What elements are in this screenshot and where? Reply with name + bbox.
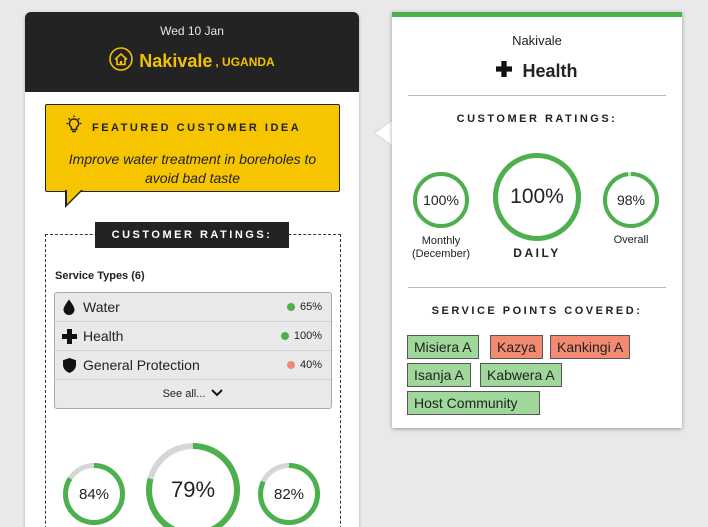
health-cross-icon bbox=[61, 328, 77, 344]
gauge-ring bbox=[493, 153, 581, 241]
detail-location: Nakivale bbox=[512, 33, 562, 48]
card-pointer bbox=[375, 120, 393, 146]
service-type-name: Water bbox=[83, 299, 120, 315]
service-point-tag[interactable]: Misiera A bbox=[407, 335, 479, 359]
gauge-progress-arc bbox=[413, 172, 469, 228]
detail-gauge-overall: 98% bbox=[603, 172, 659, 228]
service-points-label: SERVICE POINTS COVERED: bbox=[431, 305, 643, 317]
gauge-ring bbox=[413, 172, 469, 228]
service-point-tag[interactable]: Kabwera A bbox=[480, 363, 562, 387]
gauge-value: 98% bbox=[616, 192, 646, 208]
town-name: Nakivale bbox=[139, 51, 213, 71]
service-point-tag[interactable]: Host Community bbox=[407, 391, 540, 415]
service-point-tag[interactable]: Isanja A bbox=[407, 363, 471, 387]
see-all-label: See all... bbox=[162, 388, 206, 400]
service-type-value: 100% bbox=[280, 330, 322, 342]
speech-bubble-tail-fill bbox=[66, 190, 81, 204]
service-type-name: General Protection bbox=[83, 357, 200, 373]
chevron-down-icon bbox=[211, 388, 224, 400]
rating-gauge-daily: 79% bbox=[146, 443, 240, 527]
status-dot bbox=[280, 332, 289, 340]
rating-gauge-overall: 82% bbox=[258, 463, 320, 525]
caption-line: Monthly bbox=[421, 235, 461, 247]
gauge-caption: Overall bbox=[613, 234, 649, 246]
service-point-tag[interactable]: Kazya bbox=[490, 335, 543, 359]
rating-gauge-monthly: 84% bbox=[63, 463, 125, 525]
detail-gauge-monthly: 100% bbox=[413, 172, 469, 228]
health-cross-icon bbox=[496, 61, 513, 82]
service-type-percent: 40% bbox=[299, 359, 322, 371]
service-type-name: Health bbox=[83, 328, 124, 344]
detail-ratings-label: CUSTOMER RATINGS: bbox=[456, 113, 618, 125]
gauge-progress-arc bbox=[493, 153, 581, 241]
service-types-list: Water 65% Health 100% General Protection bbox=[54, 292, 332, 409]
service-type-value: 65% bbox=[286, 301, 322, 313]
country-name: , UGANDA bbox=[215, 54, 275, 69]
gauge-progress-arc bbox=[603, 172, 659, 228]
service-type-general-protection[interactable]: General Protection 40% bbox=[55, 351, 331, 380]
lightbulb-icon bbox=[64, 115, 84, 140]
divider bbox=[408, 287, 666, 288]
divider bbox=[408, 95, 666, 96]
gauge-value: 100% bbox=[423, 192, 459, 208]
status-dot bbox=[286, 303, 295, 311]
gauge-ring bbox=[258, 463, 320, 525]
gauge-progress-arc bbox=[258, 463, 320, 525]
gauge-caption: Monthly (December) bbox=[401, 235, 481, 261]
water-drop-icon bbox=[61, 299, 77, 315]
status-dot bbox=[286, 361, 295, 369]
gauge-value: 82% bbox=[273, 485, 305, 503]
featured-idea-text: Improve water treatment in boreholes to … bbox=[68, 151, 317, 186]
shield-icon bbox=[61, 357, 77, 373]
summary-panel: Wed 10 Jan Nakivale , UGANDA bbox=[25, 12, 359, 527]
gauge-value: 79% bbox=[170, 477, 216, 502]
service-types-title: Service Types (6) bbox=[55, 270, 145, 282]
detail-gauge-daily: 100% bbox=[493, 153, 581, 241]
customer-ratings-label: CUSTOMER RATINGS: bbox=[95, 222, 289, 248]
see-all-button[interactable]: See all... bbox=[55, 380, 331, 408]
gauge-progress-arc bbox=[63, 463, 125, 525]
service-type-percent: 100% bbox=[293, 330, 322, 342]
location-title: Nakivale , UGANDA bbox=[25, 47, 359, 76]
detail-service-name: Health bbox=[522, 61, 578, 81]
gauge-ring bbox=[63, 463, 125, 525]
home-location-icon bbox=[109, 47, 134, 76]
caption-line: (December) bbox=[411, 248, 471, 260]
service-type-health[interactable]: Health 100% bbox=[55, 322, 331, 351]
gauge-value: 100% bbox=[510, 185, 564, 208]
gauge-progress-arc bbox=[146, 443, 240, 527]
detail-service-title: Health bbox=[392, 61, 682, 82]
featured-idea-title: FEATURED CUSTOMER IDEA bbox=[92, 121, 302, 134]
date-label: Wed 10 Jan bbox=[160, 24, 224, 38]
location-header: Wed 10 Jan Nakivale , UGANDA bbox=[25, 12, 359, 92]
gauge-ring bbox=[603, 172, 659, 228]
service-type-value: 40% bbox=[286, 359, 322, 371]
service-type-water[interactable]: Water 65% bbox=[55, 293, 331, 322]
gauge-caption: DAILY bbox=[513, 246, 561, 260]
gauge-ring bbox=[146, 443, 240, 527]
featured-idea-card: FEATURED CUSTOMER IDEA Improve water tre… bbox=[45, 104, 340, 192]
service-type-percent: 65% bbox=[299, 301, 322, 313]
service-detail-card: Nakivale Health CUSTOMER RATINGS: 100% M… bbox=[392, 12, 682, 428]
service-point-tag[interactable]: Kankingi A bbox=[550, 335, 631, 359]
gauge-value: 84% bbox=[78, 485, 110, 503]
